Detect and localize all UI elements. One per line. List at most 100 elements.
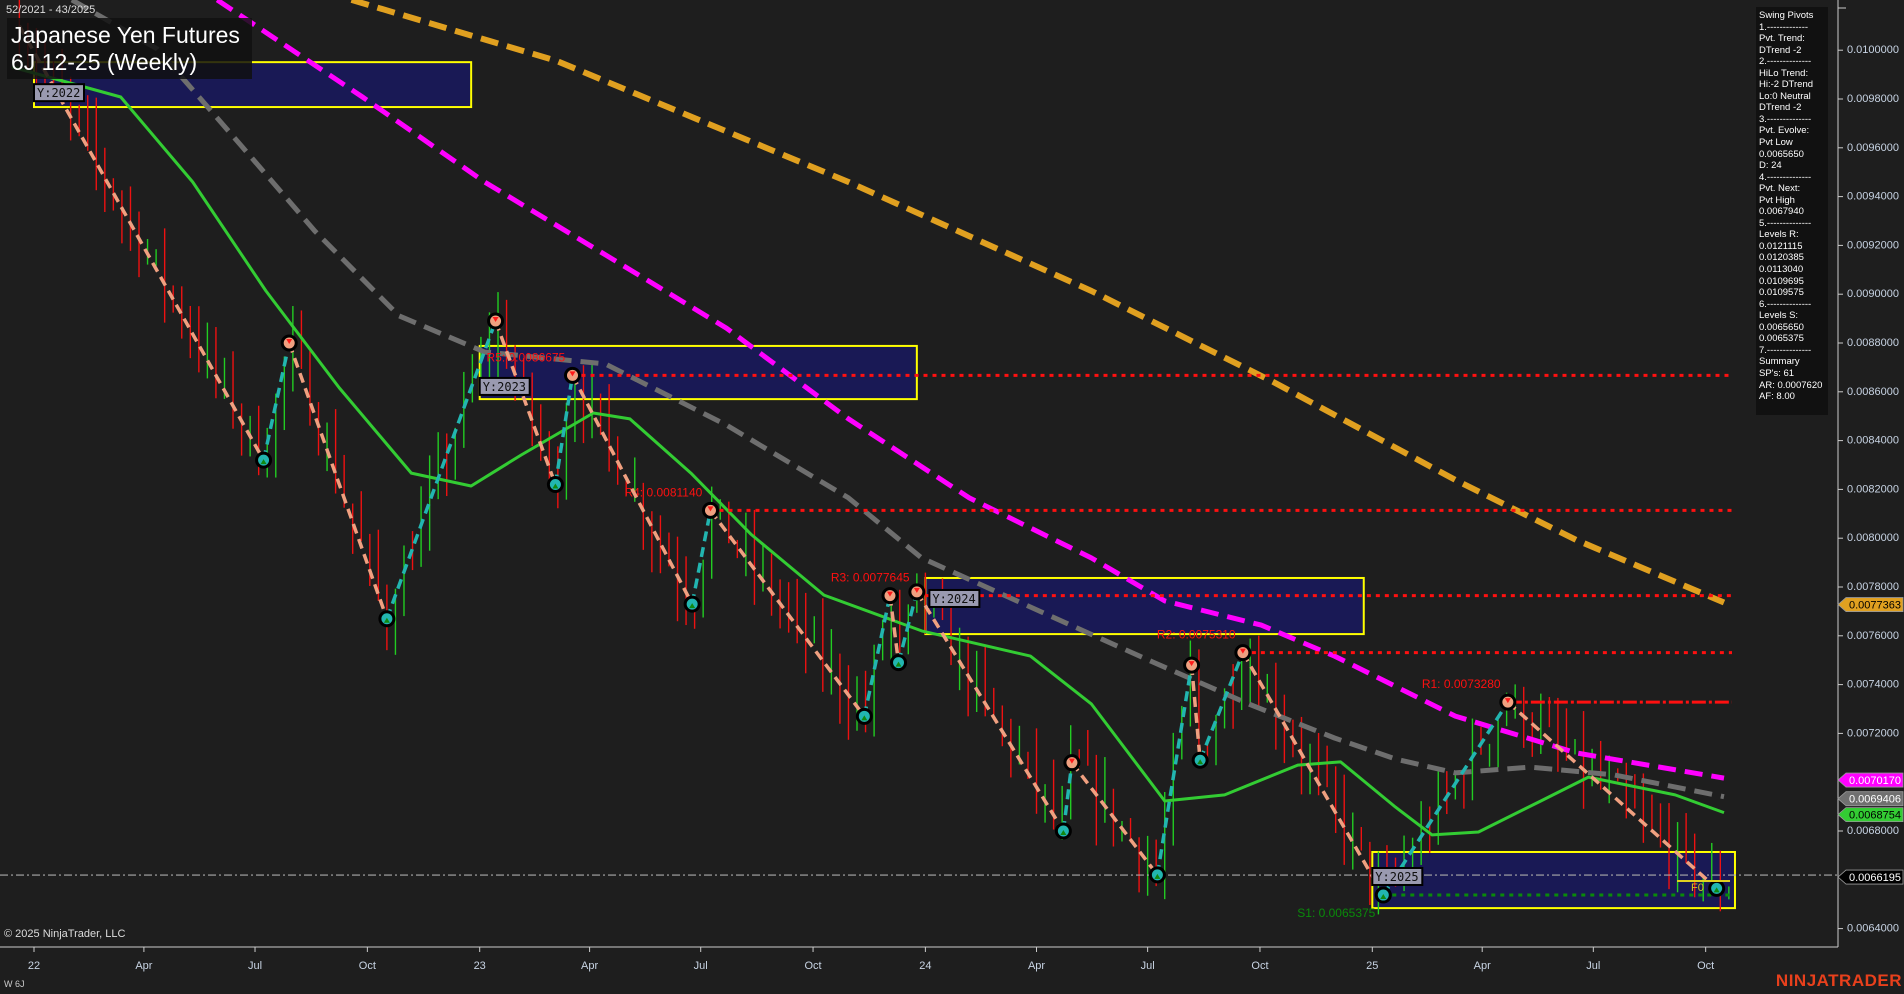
level-label-r1: R1: 0.0073280 — [1422, 677, 1501, 691]
swing-leg — [690, 510, 713, 605]
info-line: Hi:-2 DTrend — [1759, 79, 1814, 91]
x-tick-label: 25 — [1366, 960, 1378, 972]
contract-label: 6J 12-25 (Weekly) — [11, 49, 198, 75]
up-arrow-icon — [1060, 830, 1067, 835]
year-zone — [478, 344, 918, 401]
info-line: 3.-------------- — [1759, 113, 1812, 125]
year-zone-label-bg — [928, 588, 981, 608]
info-line: 0.0065650 — [1759, 148, 1804, 160]
down-arrow-icon — [913, 587, 920, 593]
y-tick-label: 0.0086000 — [1847, 386, 1899, 398]
level-label-r2: R2: 0.0075310 — [1157, 628, 1236, 642]
up-arrow-icon — [895, 661, 902, 667]
info-line: Lo:0 Neutral — [1759, 90, 1811, 102]
y-tick-label: 0.0088000 — [1847, 337, 1899, 349]
price-tag-label: 0.0066195 — [1849, 872, 1901, 884]
moving-average-line — [70, 0, 1725, 800]
instrument-tag: W 6J — [4, 979, 25, 989]
copyright: © 2025 NinjaTrader, LLC — [4, 928, 126, 940]
down-arrow-icon — [569, 371, 576, 377]
y-tick-label: 0.0098000 — [1847, 93, 1899, 105]
year-zone-label: Y:2025 — [1375, 870, 1418, 884]
down-arrow-icon — [492, 317, 499, 323]
down-arrow-icon — [1504, 698, 1511, 704]
info-line: 4.-------------- — [1759, 171, 1812, 183]
y-tick-label: 0.0092000 — [1847, 239, 1899, 251]
up-arrow-icon — [260, 459, 267, 465]
info-line: 5.-------------- — [1759, 217, 1812, 229]
info-line: 1.------------- — [1759, 21, 1809, 33]
x-tick-label: Apr — [581, 960, 598, 972]
y-tick-label: 0.0068000 — [1847, 825, 1899, 837]
info-line: 7.-------------- — [1759, 344, 1812, 356]
y-tick-label: 0.0080000 — [1847, 532, 1899, 544]
x-tick-label: Jul — [1141, 960, 1155, 972]
moving-average-line — [11, 65, 1725, 837]
year-zone-label-bg — [1371, 866, 1424, 886]
chart-title: Japanese Yen Futures 6J 12-25 (Weekly) — [11, 22, 240, 76]
year-zone-label-bg — [478, 376, 531, 396]
ninjatrader-logo: NINJATRADER — [1775, 971, 1902, 990]
up-arrow-icon — [861, 715, 868, 721]
down-arrow-icon — [1239, 648, 1246, 654]
swing-leg — [896, 591, 919, 664]
up-arrow-icon — [1713, 887, 1720, 893]
up-arrow-icon — [1197, 759, 1204, 765]
down-arrow-icon — [1188, 661, 1195, 667]
x-tick-label: Jul — [1586, 960, 1600, 972]
swing-leg — [1241, 651, 1385, 896]
swing-leg — [1155, 664, 1194, 876]
x-tick-label: Jul — [248, 960, 262, 972]
y-tick-label: 0.0064000 — [1847, 923, 1899, 935]
year-zone-label: Y:2022 — [37, 86, 80, 100]
price-tag — [1837, 869, 1904, 885]
info-line: 0.0120385 — [1759, 252, 1804, 264]
level-label-r3: R3: 0.0077645 — [831, 571, 910, 585]
up-arrow-icon — [552, 483, 559, 489]
info-line: HiLo Trend: — [1759, 67, 1809, 79]
price-tag — [1837, 772, 1904, 788]
info-line: AF: 8.00 — [1759, 391, 1795, 403]
swing-leg — [1506, 700, 1718, 890]
info-line: 2.-------------- — [1759, 56, 1812, 68]
price-tag-label: 0.0077363 — [1849, 600, 1901, 612]
info-line: Levels S: — [1759, 310, 1799, 322]
swing-pivots-panel: Swing Pivots 1.------------- Pvt. Trend: DT… — [1756, 7, 1828, 415]
info-line: 6.-------------- — [1759, 298, 1812, 310]
down-arrow-icon — [707, 506, 714, 512]
level-label-r5: R5: 0.0086675 — [486, 350, 565, 364]
y-tick-label: 0.0074000 — [1847, 679, 1899, 691]
y-tick-label: 0.0096000 — [1847, 142, 1899, 154]
swing-leg — [385, 320, 498, 620]
f0-label: F0 — [1691, 882, 1704, 894]
swing-leg — [888, 595, 901, 663]
x-tick-label: Oct — [359, 960, 376, 972]
instrument-name: Japanese Yen Futures — [11, 22, 240, 48]
x-tick-label: Apr — [135, 960, 152, 972]
x-tick-label: 22 — [28, 960, 40, 972]
x-tick-label: Apr — [1028, 960, 1045, 972]
swing-leg — [1198, 651, 1245, 761]
info-line: 0.0065650 — [1759, 321, 1804, 333]
x-tick-label: Oct — [1697, 960, 1714, 972]
down-arrow-icon — [886, 591, 893, 597]
info-line: Pvt. Trend: — [1759, 33, 1805, 45]
swing-leg — [1070, 761, 1159, 876]
info-line: 0.0109695 — [1759, 275, 1804, 287]
date-range: 52/2021 - 43/2025 — [6, 4, 96, 16]
x-tick-label: Jul — [694, 960, 708, 972]
level-label-r4: R4: 0.0081140 — [624, 485, 702, 499]
info-line: 0.0109575 — [1759, 287, 1804, 299]
price-tag — [1837, 597, 1904, 612]
y-tick-label: 0.0084000 — [1847, 435, 1899, 447]
year-zone — [1371, 850, 1736, 910]
swing-leg — [1381, 701, 1510, 896]
info-line: DTrend -2 — [1759, 44, 1802, 56]
info-line: AR: 0.0007620 — [1759, 379, 1823, 391]
swing-leg — [1061, 762, 1074, 832]
year-zone-label: Y:2023 — [483, 380, 526, 394]
info-line: 0.0067940 — [1759, 206, 1804, 218]
price-tag-label: 0.0070170 — [1849, 775, 1901, 787]
up-arrow-icon — [1154, 873, 1161, 879]
